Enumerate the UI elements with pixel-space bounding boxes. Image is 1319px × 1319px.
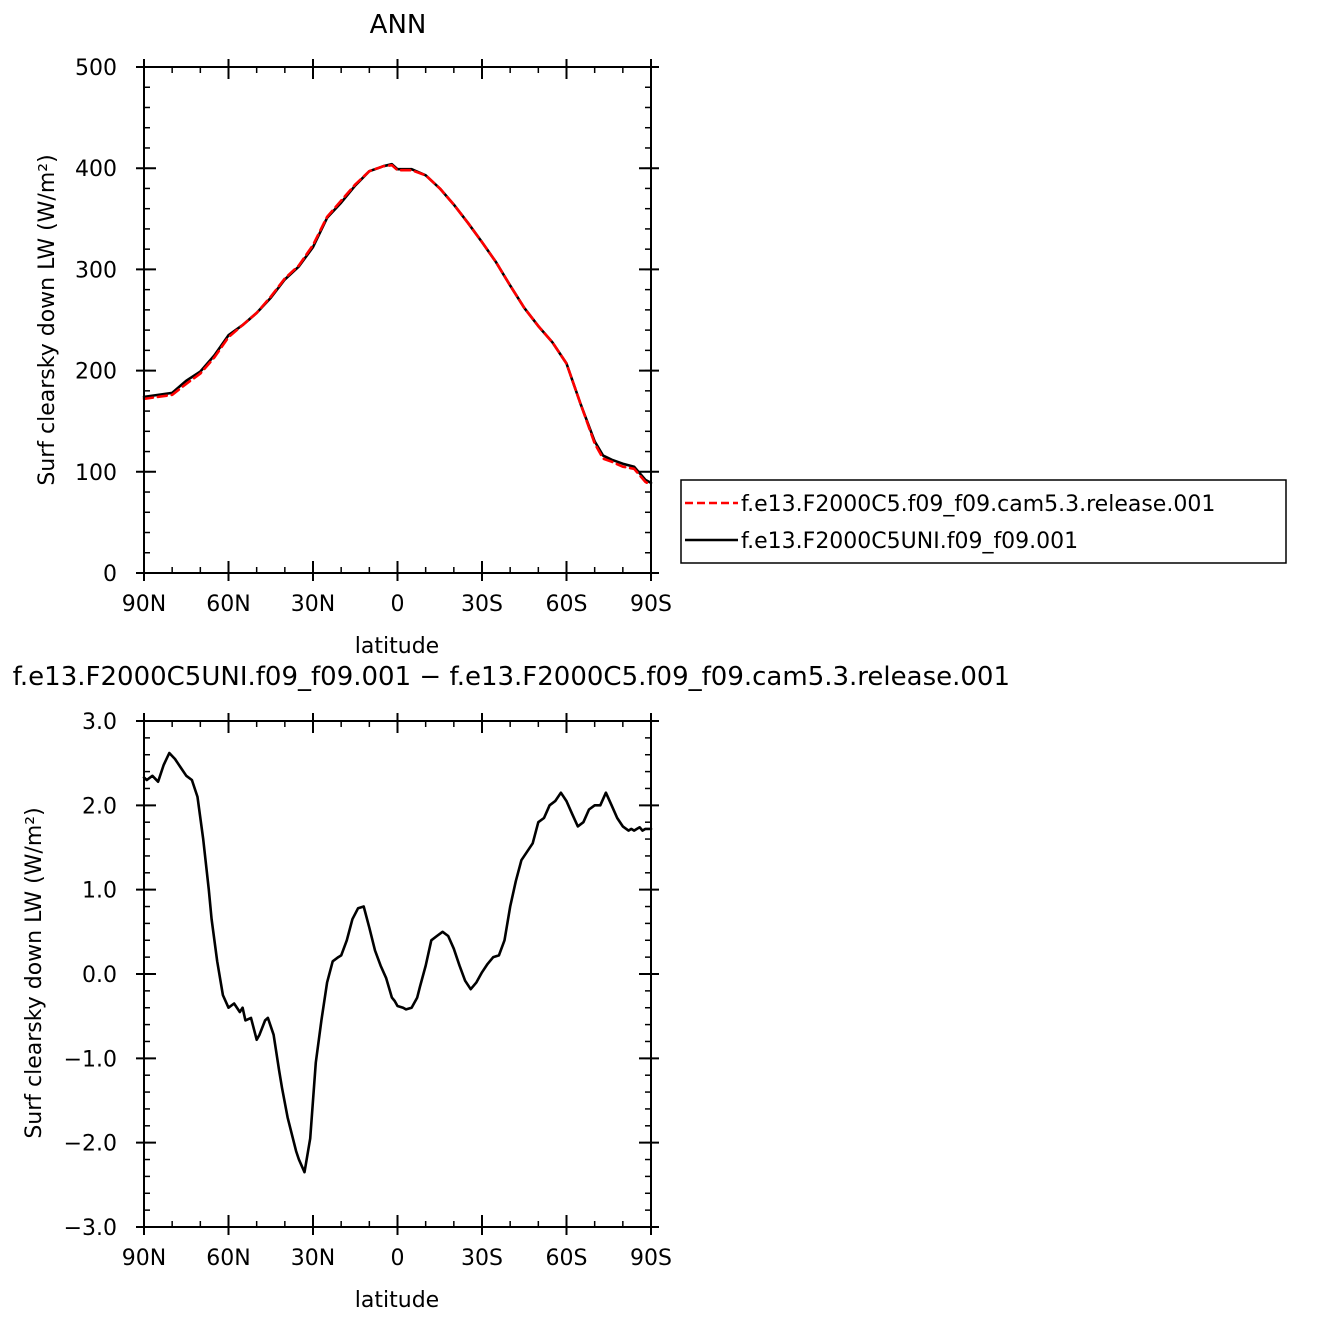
top-y-axis-label: Surf clearsky down LW (W/m²) (35, 154, 60, 485)
bottom-x-tick-label: 60S (546, 1246, 588, 1271)
bottom-y-tick-label: 3.0 (82, 710, 117, 735)
bottom-ticks: 90N 60N 30N 0 30S 60S 90S −3.0 −2.0 −1.0 0.0 1.0 2.0… (64, 710, 672, 1271)
top-x-tick-label: 90N (122, 592, 166, 617)
top-y-tick-label: 100 (75, 461, 117, 486)
bottom-y-tick-label: 2.0 (82, 794, 117, 819)
bottom-y-tick-label: −1.0 (64, 1047, 117, 1072)
top-y-tick-label: 500 (75, 56, 117, 81)
bottom-x-tick-label: 90S (630, 1246, 672, 1271)
top-chart-title: ANN (370, 10, 427, 40)
top-y-tick-label: 300 (75, 258, 117, 283)
legend-label-test: f.e13.F2000C5.f09_f09.cam5.3.release.001 (741, 492, 1215, 517)
bottom-panel: f.e13.F2000C5UNI.f09_f09.001 − f.e13.F20… (13, 662, 1010, 1313)
legend-box (680, 479, 1287, 564)
top-x-tick-label: 60S (546, 592, 588, 617)
top-plot-frame (143, 66, 652, 574)
top-series-line-1 (142, 162, 653, 485)
bottom-y-tick-label: 0.0 (82, 963, 117, 988)
bottom-plot-frame (143, 720, 652, 1228)
bottom-series (142, 751, 653, 1174)
legend-label-control: f.e13.F2000C5UNI.f09_f09.001 (741, 529, 1078, 554)
top-ticks: 90N 60N 30N 0 30S 60S 90S 0 100 200 300 400 500 (75, 56, 672, 617)
bottom-x-tick-label: 30N (291, 1246, 335, 1271)
bottom-x-axis-label: latitude (355, 1288, 439, 1313)
bottom-y-axis-label: Surf clearsky down LW (W/m²) (22, 807, 47, 1138)
top-y-tick-label: 200 (75, 360, 117, 385)
top-x-tick-label: 30S (461, 592, 503, 617)
top-x-tick-label: 90S (630, 592, 672, 617)
top-y-tick-label: 400 (75, 157, 117, 182)
bottom-chart-title: f.e13.F2000C5UNI.f09_f09.001 − f.e13.F20… (13, 662, 1010, 692)
bottom-x-tick-label: 60N (206, 1246, 250, 1271)
bottom-y-tick-label: 1.0 (82, 879, 117, 904)
bottom-y-tick-label: −3.0 (64, 1216, 117, 1241)
bottom-y-tick-label: −2.0 (64, 1132, 117, 1157)
top-panel: ANN Surf clearsky down LW (W/m²) latitud… (35, 10, 672, 659)
top-series-line-0 (142, 163, 653, 487)
top-x-axis-label: latitude (355, 634, 439, 659)
bottom-x-tick-label: 0 (391, 1246, 405, 1271)
bottom-x-tick-label: 90N (122, 1246, 166, 1271)
top-x-tick-label: 60N (206, 592, 250, 617)
legend: f.e13.F2000C5.f09_f09.cam5.3.release.001… (680, 479, 1287, 564)
bottom-series-line-0 (142, 751, 653, 1174)
top-x-tick-label: 30N (291, 592, 335, 617)
bottom-x-tick-label: 30S (461, 1246, 503, 1271)
top-series (142, 162, 653, 487)
top-y-tick-label: 0 (103, 562, 117, 587)
top-x-tick-label: 0 (391, 592, 405, 617)
